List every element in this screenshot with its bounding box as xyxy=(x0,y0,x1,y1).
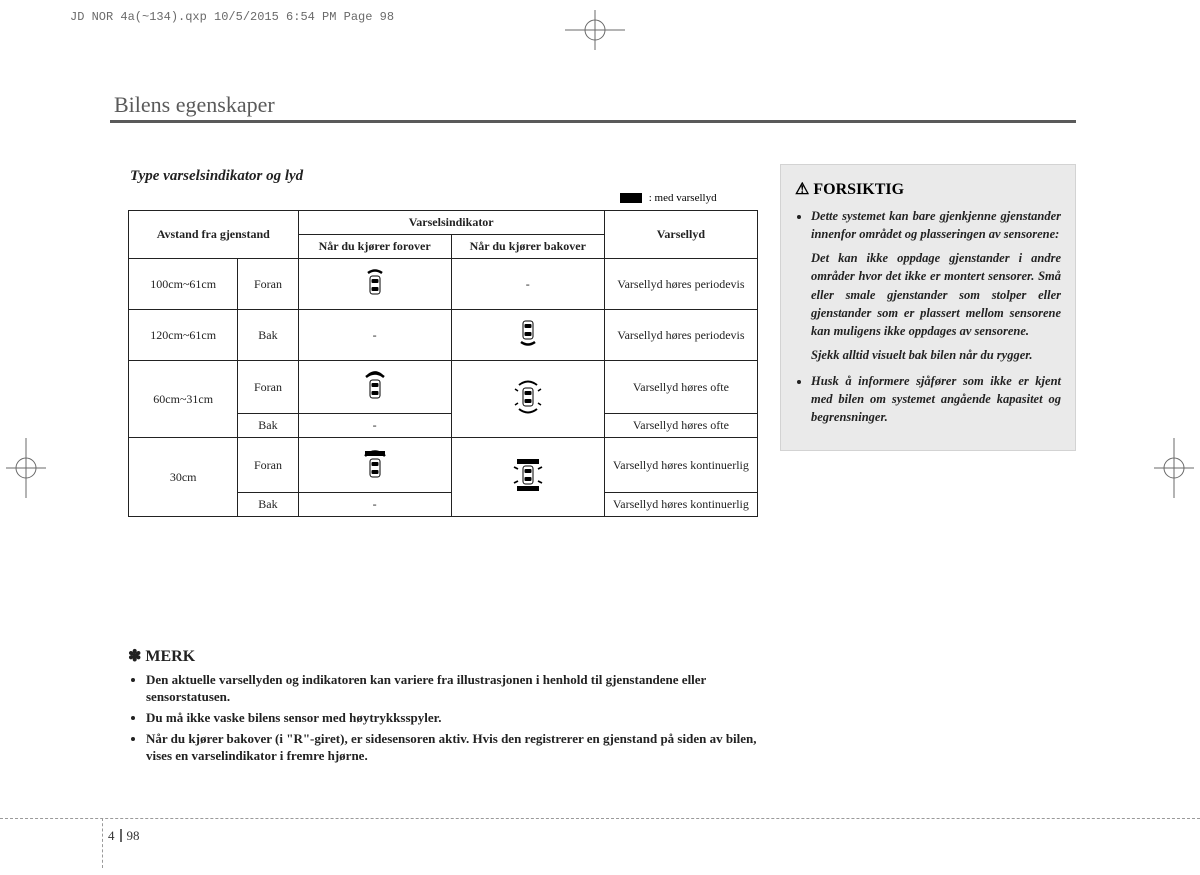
th-sound: Varsellyd xyxy=(604,211,757,259)
cell-forward xyxy=(298,361,451,414)
page-section-title: Bilens egenskaper xyxy=(114,92,275,118)
th-forward: Når du kjører forover xyxy=(298,235,451,259)
cell-distance: 120cm~61cm xyxy=(129,310,238,361)
footer-dash xyxy=(0,818,1200,819)
cell-forward xyxy=(298,438,451,493)
th-reverse: Når du kjører bakover xyxy=(451,235,604,259)
page-section: 4 xyxy=(108,828,115,843)
cell-sound: Varsellyd høres kontinuerlig xyxy=(604,493,757,517)
cell-position: Foran xyxy=(238,259,298,310)
warning-icon: ⚠ xyxy=(795,181,809,198)
legend-swatch xyxy=(620,193,642,203)
table-row: 120cm~61cm Bak - Varsellyd høres periode… xyxy=(129,310,758,361)
cell-sound: Varsellyd høres periodevis xyxy=(604,310,757,361)
th-indicator: Varselsindikator xyxy=(298,211,604,235)
cell-position: Bak xyxy=(238,493,298,517)
indicator-table: Avstand fra gjenstand Varselsindikator V… xyxy=(128,210,758,517)
cell-sound: Varsellyd høres kontinuerlig xyxy=(604,438,757,493)
car-front-icon xyxy=(360,365,390,405)
cell-distance: 100cm~61cm xyxy=(129,259,238,310)
cell-sound: Varsellyd høres ofte xyxy=(604,361,757,414)
table-row: 30cm Foran Varsellyd høres kontinuerlig xyxy=(129,438,758,493)
cell-position: Foran xyxy=(238,361,298,414)
note-item: Du må ikke vaske bilens sensor med høytr… xyxy=(146,710,758,727)
cell-forward: - xyxy=(298,310,451,361)
car-rear-icon xyxy=(513,314,543,352)
crop-mark-left xyxy=(6,428,46,508)
note-title: ✽ MERK xyxy=(128,646,758,666)
car-both-icon xyxy=(511,374,545,420)
caution-lead: Husk å informere sjåfører som ikke er kj… xyxy=(811,374,1061,424)
caution-para: Sjekk alltid visuelt bak bilen når du ry… xyxy=(811,346,1061,364)
car-front-icon xyxy=(360,263,390,301)
cell-distance: 30cm xyxy=(129,438,238,517)
table-row: 60cm~31cm Foran Varsellyd høres ofte xyxy=(129,361,758,414)
cell-sound: Varsellyd høres periodevis xyxy=(604,259,757,310)
crop-mark-top xyxy=(555,10,635,50)
note-block: ✽ MERK Den aktuelle varsellyden og indik… xyxy=(128,640,758,768)
cell-reverse: - xyxy=(451,259,604,310)
caution-lead: Dette systemet kan bare gjenkjenne gjens… xyxy=(811,209,1061,241)
cell-distance: 60cm~31cm xyxy=(129,361,238,438)
table-subheading: Type varselsindikator og lyd xyxy=(130,168,303,185)
cell-reverse xyxy=(451,310,604,361)
cell-forward: - xyxy=(298,414,451,438)
note-item: Den aktuelle varsellyden og indikatoren … xyxy=(146,672,758,706)
cell-position: Bak xyxy=(238,414,298,438)
cell-reverse xyxy=(451,361,604,438)
table-row: 100cm~61cm Foran - Varsellyd høres perio… xyxy=(129,259,758,310)
caution-box: ⚠ FORSIKTIG Dette systemet kan bare gjen… xyxy=(780,164,1076,451)
cell-sound: Varsellyd høres ofte xyxy=(604,414,757,438)
header-rule xyxy=(110,120,1076,123)
car-front-icon xyxy=(360,442,390,484)
cell-position: Foran xyxy=(238,438,298,493)
caution-para: Det kan ikke oppdage gjenstander i andre… xyxy=(811,249,1061,340)
cell-forward: - xyxy=(298,493,451,517)
crop-mark-right xyxy=(1154,428,1194,508)
caution-item: Dette systemet kan bare gjenkjenne gjens… xyxy=(811,207,1061,364)
caution-title: ⚠ FORSIKTIG xyxy=(795,179,1061,199)
cell-reverse xyxy=(451,438,604,517)
page-no: 98 xyxy=(127,828,140,843)
th-distance: Avstand fra gjenstand xyxy=(129,211,299,259)
caution-title-text: FORSIKTIG xyxy=(813,181,904,198)
print-slug: JD NOR 4a(~134).qxp 10/5/2015 6:54 PM Pa… xyxy=(70,10,394,24)
footer-dash-vert xyxy=(102,818,103,868)
car-both-icon xyxy=(511,451,545,499)
legend: : med varsellyd xyxy=(620,192,717,204)
legend-label: : med varsellyd xyxy=(649,192,717,204)
page-number: 4 98 xyxy=(108,828,140,844)
cell-forward xyxy=(298,259,451,310)
caution-item: Husk å informere sjåfører som ikke er kj… xyxy=(811,372,1061,426)
cell-position: Bak xyxy=(238,310,298,361)
note-item: Når du kjører bakover (i "R"-giret), er … xyxy=(146,731,758,765)
